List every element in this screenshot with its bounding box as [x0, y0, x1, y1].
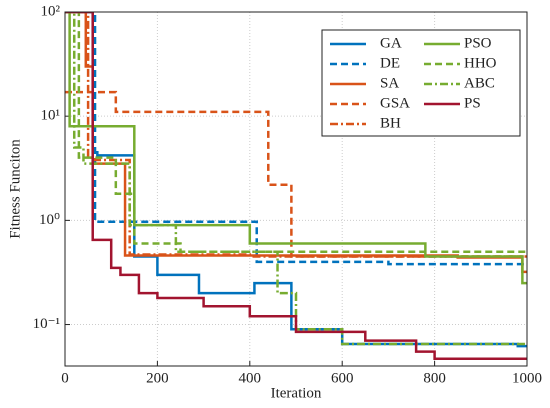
legend-label: DE: [380, 55, 400, 71]
y-axis-label: Fitness Funciton: [7, 139, 23, 239]
series-line: [65, 12, 527, 348]
legend-label: GA: [380, 35, 402, 51]
axes-box: [64, 11, 528, 367]
series-line: [65, 12, 527, 266]
y-tick-label: 10⁻¹: [33, 316, 60, 332]
legend-label: ABC: [464, 75, 495, 91]
y-tick-label: 10⁰: [39, 212, 60, 228]
x-tick-label: 400: [239, 370, 262, 386]
y-tick-label: 10²: [41, 3, 61, 19]
legend-label: SA: [380, 75, 399, 91]
x-tick-label: 0: [61, 370, 69, 386]
x-axis-label: Iteration: [271, 385, 322, 401]
x-tick-label: 800: [423, 370, 446, 386]
legend-label: PSO: [464, 35, 492, 51]
legend-label: HHO: [464, 55, 497, 71]
series-lines: [65, 12, 527, 360]
x-tick-label: 600: [331, 370, 354, 386]
series-line: [65, 12, 527, 285]
x-tick-label: 1000: [512, 370, 542, 386]
legend-label: PS: [464, 95, 481, 111]
legend-label: GSA: [380, 95, 410, 111]
y-tick-label: 10¹: [41, 108, 61, 124]
series-line: [65, 12, 527, 258]
x-tick-label: 200: [146, 370, 169, 386]
series-line: [65, 12, 527, 346]
series-line: [65, 12, 527, 360]
legend-label: BH: [380, 115, 401, 131]
